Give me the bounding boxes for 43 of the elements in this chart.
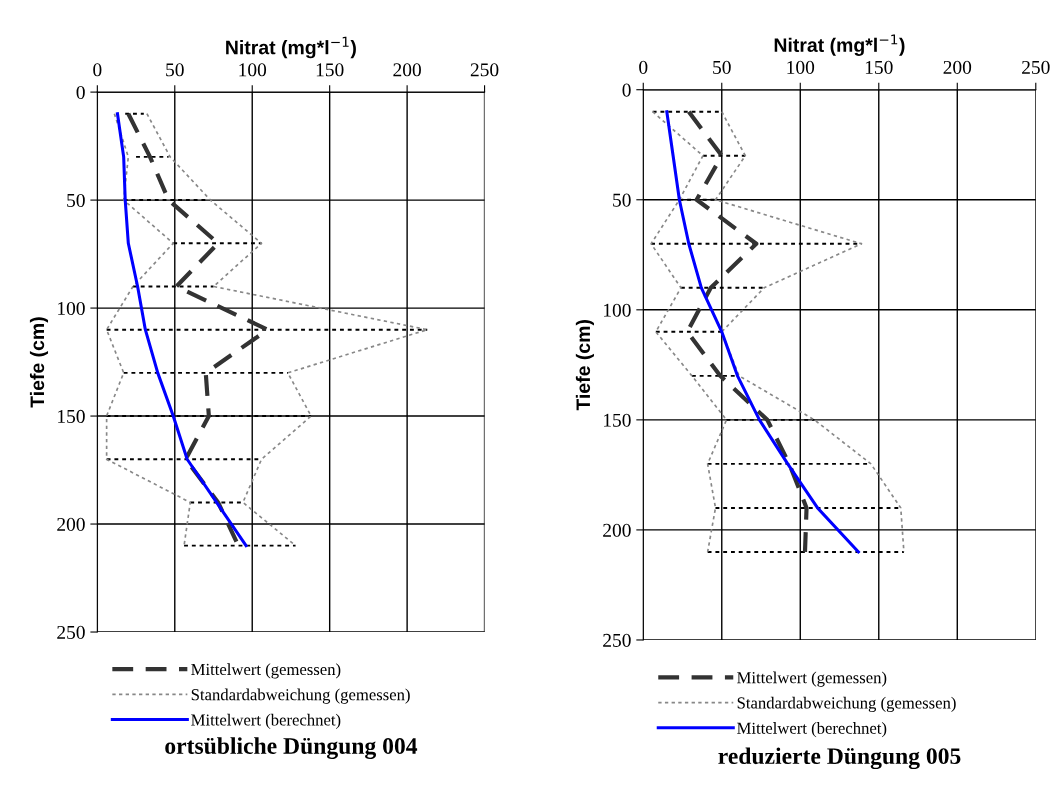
x-tick-label: 100: [787, 60, 815, 74]
x-axis-title: Nitrat (mg*l$^{−1}$): [226, 36, 356, 59]
x-tick-label: 50: [713, 60, 731, 74]
line-series: [714, 110, 905, 553]
y-tick-label: 100: [58, 301, 85, 316]
y-tick-label: 250: [57, 625, 85, 639]
line-series: [665, 110, 860, 554]
y-tick-label: 150: [604, 413, 631, 427]
y-tick-label: 100: [604, 303, 631, 317]
legend-label: Mittelwert (gemessen): [191, 663, 341, 679]
x-tick-label: 0: [639, 60, 648, 74]
x-tick-label: 200: [943, 60, 972, 74]
line-series: [115, 112, 248, 548]
x-tick-label: 250: [470, 63, 499, 77]
y-axis-title: Tiefe (cm): [29, 317, 49, 408]
x-tick-label: 150: [865, 60, 893, 74]
y-axis-title: Tiefe (cm): [575, 320, 594, 411]
x-axis-title: Nitrat (mg*l$^{−1}$): [774, 34, 905, 56]
line-series: [685, 109, 809, 555]
x-tick-label: 200: [393, 63, 421, 77]
x-tick-label: 50: [166, 63, 184, 77]
legend-label: Standardabweichung (gemessen): [191, 688, 410, 704]
legend-label: Mittelwert (gemessen): [737, 671, 887, 687]
x-tick-label: 100: [239, 63, 267, 77]
y-tick-label: 0: [622, 83, 631, 97]
legend-label: Standardabweichung (gemessen): [737, 696, 956, 712]
text: reduzierte Düngung 005: [718, 747, 961, 770]
y-tick-label: 50: [613, 193, 631, 207]
y-tick-label: 250: [603, 633, 631, 647]
legend-label: Mittelwert (berechnet): [737, 722, 887, 738]
line-series: [146, 112, 429, 547]
x-tick-label: 250: [1022, 60, 1050, 74]
y-tick-label: 0: [76, 85, 85, 100]
x-tick-label: 0: [93, 63, 102, 77]
text: ortsübliche Düngung 004: [165, 737, 418, 759]
y-tick-label: 200: [57, 517, 85, 531]
y-tick-label: 200: [603, 523, 631, 537]
y-tick-label: 50: [67, 193, 85, 208]
line-series: [650, 110, 728, 553]
legend-label: Mittelwert (berechnet): [191, 713, 341, 729]
line-series: [105, 112, 192, 547]
y-tick-label: 150: [58, 409, 85, 423]
x-tick-label: 150: [316, 63, 344, 77]
